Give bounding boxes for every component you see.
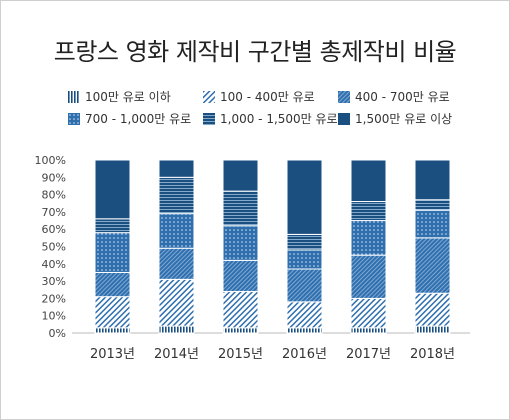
legend-item: 1,500만 유로 이상 [338, 110, 452, 127]
bar-segment [222, 225, 259, 261]
x-category-label: 2018년 [410, 347, 455, 362]
legend-label: 1,000 - 1,500만 유로 [220, 112, 338, 126]
bar-segment [414, 237, 451, 294]
legend-swatch [68, 90, 80, 103]
x-category-label: 2014년 [154, 347, 199, 362]
bar-segment [286, 327, 323, 334]
bar-segment [158, 247, 195, 280]
legend-swatch [68, 112, 80, 125]
bar-segment [94, 159, 131, 220]
bar-segment [350, 201, 387, 222]
legend-label: 1,500만 유로 이상 [355, 112, 453, 126]
y-tick-label: 100% [35, 154, 66, 167]
bar-segment [222, 159, 259, 192]
chart-title: 프랑스 영화 제작비 구간별 총제작비 비율 [53, 38, 457, 66]
x-category-label: 2013년 [90, 347, 135, 362]
x-category-label: 2017년 [346, 347, 391, 362]
bar-segment [350, 254, 387, 299]
bar-segment [414, 159, 451, 201]
legend-label: 700 - 1,000만 유로 [85, 112, 192, 126]
y-tick-label: 70% [42, 206, 66, 219]
bar-segment [94, 296, 131, 329]
bar-segment [158, 213, 195, 249]
y-tick-label: 40% [42, 258, 66, 271]
x-category-label: 2016년 [282, 347, 327, 362]
legend-swatch [338, 112, 350, 125]
bar-segment [158, 176, 195, 215]
bar-segment [94, 218, 131, 234]
legend-swatch [203, 90, 215, 103]
bar-segment [414, 199, 451, 211]
bar-segment [350, 220, 387, 256]
legend-swatch [203, 112, 215, 125]
legend-item: 100만 유로 이하 [68, 88, 171, 105]
bar-segment [286, 301, 323, 329]
bar-segment [94, 232, 131, 273]
legend-swatch [338, 90, 350, 103]
legend-label: 400 - 700만 유로 [355, 90, 450, 104]
bar-segment [286, 233, 323, 251]
bar-segment [222, 327, 259, 334]
bar-segment [158, 278, 195, 327]
y-tick-label: 50% [42, 241, 66, 254]
y-tick-label: 10% [42, 310, 66, 323]
bar-segment [158, 159, 195, 178]
y-tick-label: 20% [42, 292, 66, 305]
y-tick-label: 80% [42, 189, 66, 202]
legend-item: 700 - 1,000만 유로 [68, 110, 191, 127]
y-tick-label: 30% [42, 275, 66, 288]
bar-segment [286, 268, 323, 303]
y-tick-label: 90% [42, 171, 66, 184]
legend-item: 100 - 400만 유로 [203, 88, 315, 105]
bar-segment [350, 297, 387, 329]
bar-segment [414, 292, 451, 327]
bar-segment [94, 327, 131, 334]
legend-item: 400 - 700만 유로 [338, 88, 450, 105]
bar-segment [414, 325, 451, 334]
bar-segment [286, 159, 323, 235]
bar-segment [286, 249, 323, 270]
bar-segment [222, 190, 259, 227]
legend-label: 100만 유로 이하 [85, 90, 171, 104]
legend-label: 100 - 400만 유로 [220, 90, 315, 104]
bar-segment [414, 209, 451, 239]
legend-item: 1,000 - 1,500만 유로 [203, 110, 338, 127]
bar-segment [222, 259, 259, 292]
bar-segment [158, 325, 195, 334]
y-tick-label: 0% [49, 327, 66, 340]
bar-segment [94, 271, 131, 298]
y-tick-label: 60% [42, 223, 66, 236]
bar-segment [222, 290, 259, 329]
bar-segment [350, 159, 387, 203]
x-category-label: 2015년 [218, 347, 263, 362]
bar-segment [350, 327, 387, 334]
